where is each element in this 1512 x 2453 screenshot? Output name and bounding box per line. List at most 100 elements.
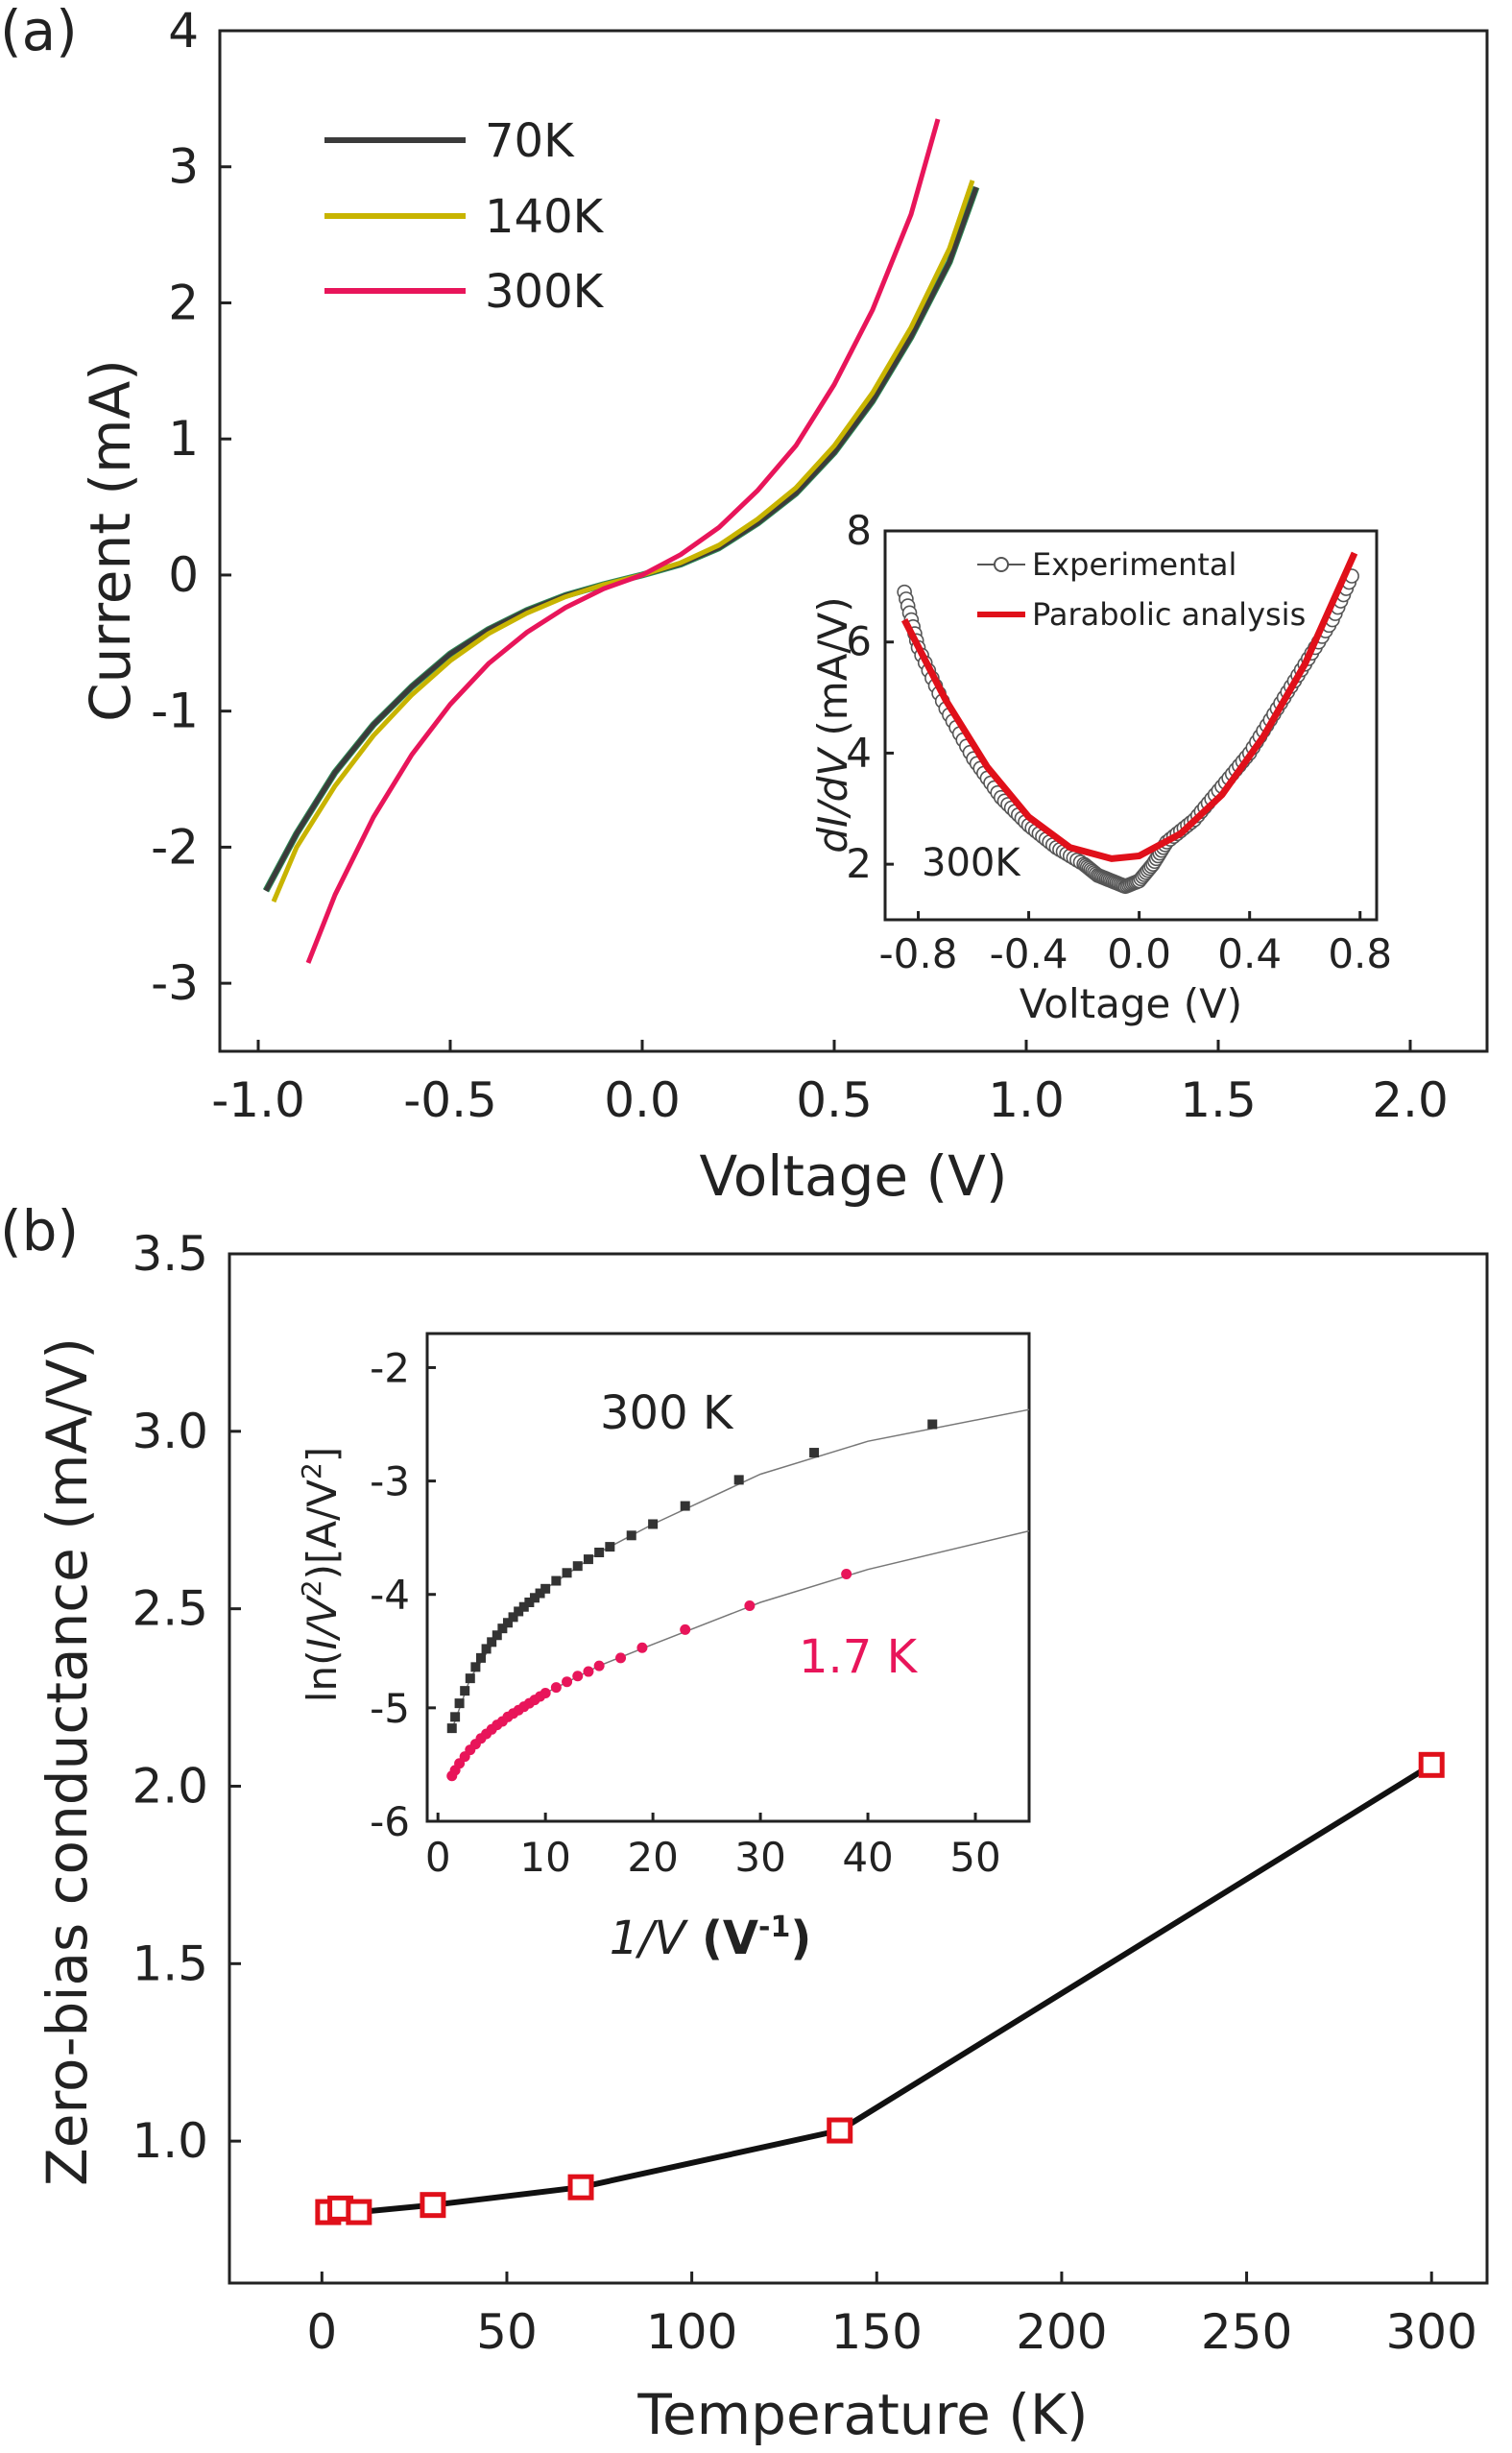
- inset-b-point-300k: [487, 1637, 497, 1647]
- inset-b-point-300k: [927, 1419, 938, 1430]
- panel-b-frame: [228, 1252, 1489, 2285]
- inset-b-point-300k: [809, 1448, 820, 1458]
- x-tick-label: 10: [519, 1834, 570, 1881]
- panel-a-y-axis-title: Current (mA): [78, 359, 143, 722]
- panel-a-x-axis-title: Voltage (V): [700, 1143, 1008, 1209]
- x-tick-label: 50: [476, 2304, 538, 2360]
- x-tick-label: -0.4: [990, 930, 1068, 977]
- panel-b-inset-x-ticks: 0 10 20 30 40 50: [425, 1813, 1001, 1881]
- x-tick-label: 0: [425, 1834, 451, 1881]
- inset-b-point-300k: [446, 1723, 457, 1734]
- legend-label-300k: 300K: [485, 265, 605, 319]
- panel-a-y-ticks: -3 -2 -1 0 1 2 3 4: [151, 3, 231, 1011]
- inset-b-point-1-7k: [562, 1676, 573, 1688]
- inset-b-point-1-7k: [583, 1666, 594, 1677]
- panel-b-y-ticks: 1.0 1.5 2.0 2.5 3.0 3.5: [132, 1226, 241, 2169]
- x-tick-label: 0.4: [1217, 930, 1282, 977]
- inset-b-annotation-300k: 300 K: [600, 1386, 734, 1440]
- y-tick-label: 3.0: [132, 1404, 208, 1459]
- y-tick-label: -2: [370, 1344, 410, 1391]
- inset-b-point-300k: [502, 1618, 513, 1628]
- inset-b-point-300k: [470, 1662, 481, 1672]
- y-tick-label: -3: [151, 955, 199, 1011]
- x-tick-label: -1.0: [211, 1072, 305, 1128]
- inset-b-ylabel-sup2: 2: [296, 1462, 327, 1479]
- inset-b-point-300k: [514, 1606, 524, 1617]
- y-tick-label: 2.5: [132, 1581, 208, 1637]
- x-tick-label: 150: [831, 2304, 923, 2360]
- panel-a-legend: 70K 140K 300K: [324, 114, 605, 319]
- legend-label-70k: 70K: [485, 114, 575, 168]
- inset-b-point-300k: [481, 1644, 492, 1654]
- inset-b-point-300k: [583, 1554, 593, 1565]
- inset-b-point-1-7k: [593, 1660, 605, 1671]
- panel-a-inset-x-ticks: -0.8 -0.4 0.0 0.4 0.8: [879, 911, 1392, 977]
- y-tick-label: -2: [151, 819, 199, 875]
- panel-b-y-axis-title: Zero-bias conductance (mA/V): [35, 1337, 100, 2186]
- inset-b-ylabel-unit: )[A/V: [299, 1479, 346, 1580]
- panel-a-label: (a): [0, 0, 78, 63]
- conductance-point: [827, 2117, 853, 2144]
- x-tick-label: -0.5: [403, 1072, 497, 1128]
- inset-b-point-300k: [508, 1612, 518, 1623]
- inset-b-point-300k: [518, 1601, 529, 1612]
- y-tick-label: -4: [370, 1572, 410, 1619]
- inset-b-xlabel-italic: 1/V: [610, 1912, 689, 1965]
- panel-a-inset-y-axis-title: dI/dV (mA/V): [809, 596, 856, 853]
- x-tick-label: 0.0: [1107, 930, 1171, 977]
- y-tick-label: 3.5: [132, 1226, 208, 1282]
- inset-b-point-300k: [497, 1623, 508, 1634]
- inset-b-fit-line: [449, 1408, 1030, 1734]
- inset-b-fit-line: [449, 1529, 1030, 1779]
- panel-b-inset-frame: [425, 1332, 1031, 1823]
- panel-b-inset: 0 10 20 30 40 50 -6-5-4-3-2 1/V (V-1) ln(I/V2…: [296, 1332, 1031, 1965]
- panel-a-inset-x-axis-title: Voltage (V): [1020, 980, 1242, 1027]
- inset-b-point-1-7k: [550, 1682, 562, 1694]
- inset-b-ylabel-close: ]: [299, 1447, 346, 1462]
- y-tick-label: 4: [168, 3, 199, 59]
- inset-b-xlabel-sup: -1: [758, 1911, 790, 1944]
- inset-b-point-300k: [529, 1593, 540, 1603]
- y-tick-label: 2: [846, 840, 872, 887]
- y-tick-label: 0: [168, 547, 199, 603]
- y-tick-label: 1.5: [132, 1936, 208, 1991]
- panel-a-inset-y-ticks: 2 4 6 8: [846, 507, 894, 887]
- y-tick-label: 8: [846, 507, 872, 554]
- panel-b-inset-x-axis-title: 1/V (V-1): [610, 1911, 812, 1965]
- x-tick-label: 1.0: [988, 1072, 1065, 1128]
- inset-b-point-300k: [733, 1475, 744, 1485]
- y-tick-label: 2: [168, 275, 199, 330]
- y-tick-label: 1: [168, 411, 199, 467]
- panel-b-series: [315, 1751, 1445, 2225]
- y-tick-label: -1: [151, 684, 199, 739]
- y-tick-label: 4: [846, 729, 872, 776]
- x-tick-label: 100: [646, 2304, 737, 2360]
- inset-a-ylabel-italic: dI/dV: [809, 746, 856, 854]
- inset-b-ylabel-sup1: 2: [296, 1579, 327, 1597]
- conductance-point: [346, 2199, 372, 2225]
- panel-a-inset: -0.8 -0.4 0.0 0.4 0.8 2 4 6 8 Voltage (V) dI/dV…: [809, 507, 1392, 1027]
- x-tick-label: 0: [306, 2304, 337, 2360]
- panel-a-series: [262, 118, 980, 964]
- inset-b-point-300k: [540, 1583, 551, 1594]
- inset-b-point-300k: [454, 1698, 465, 1709]
- panel-a-inset-frame: [883, 529, 1379, 922]
- inset-b-point-300k: [551, 1575, 562, 1586]
- inset-b-ylabel-iv: I/V: [299, 1594, 346, 1650]
- inset-b-point-300k: [475, 1652, 486, 1663]
- x-tick-label: 2.0: [1372, 1072, 1449, 1128]
- inset-b-annotation-1-7k: 1.7 K: [799, 1630, 919, 1684]
- inset-legend-label-experimental: Experimental: [1032, 546, 1236, 583]
- inset-b-point-300k: [465, 1673, 475, 1684]
- conductance-point: [420, 2192, 446, 2219]
- x-tick-label: 40: [842, 1834, 893, 1881]
- y-tick-label: 1.0: [132, 2113, 208, 2169]
- inset-b-point-300k: [492, 1630, 502, 1641]
- inset-b-point-300k: [450, 1712, 461, 1722]
- inset-b-point-300k: [648, 1519, 659, 1529]
- x-tick-label: 250: [1201, 2304, 1292, 2360]
- legend-label-140k: 140K: [485, 190, 605, 244]
- panel-b-label: (b): [0, 1198, 79, 1263]
- conductance-point: [1418, 1751, 1445, 1778]
- conductance-point: [567, 2174, 594, 2200]
